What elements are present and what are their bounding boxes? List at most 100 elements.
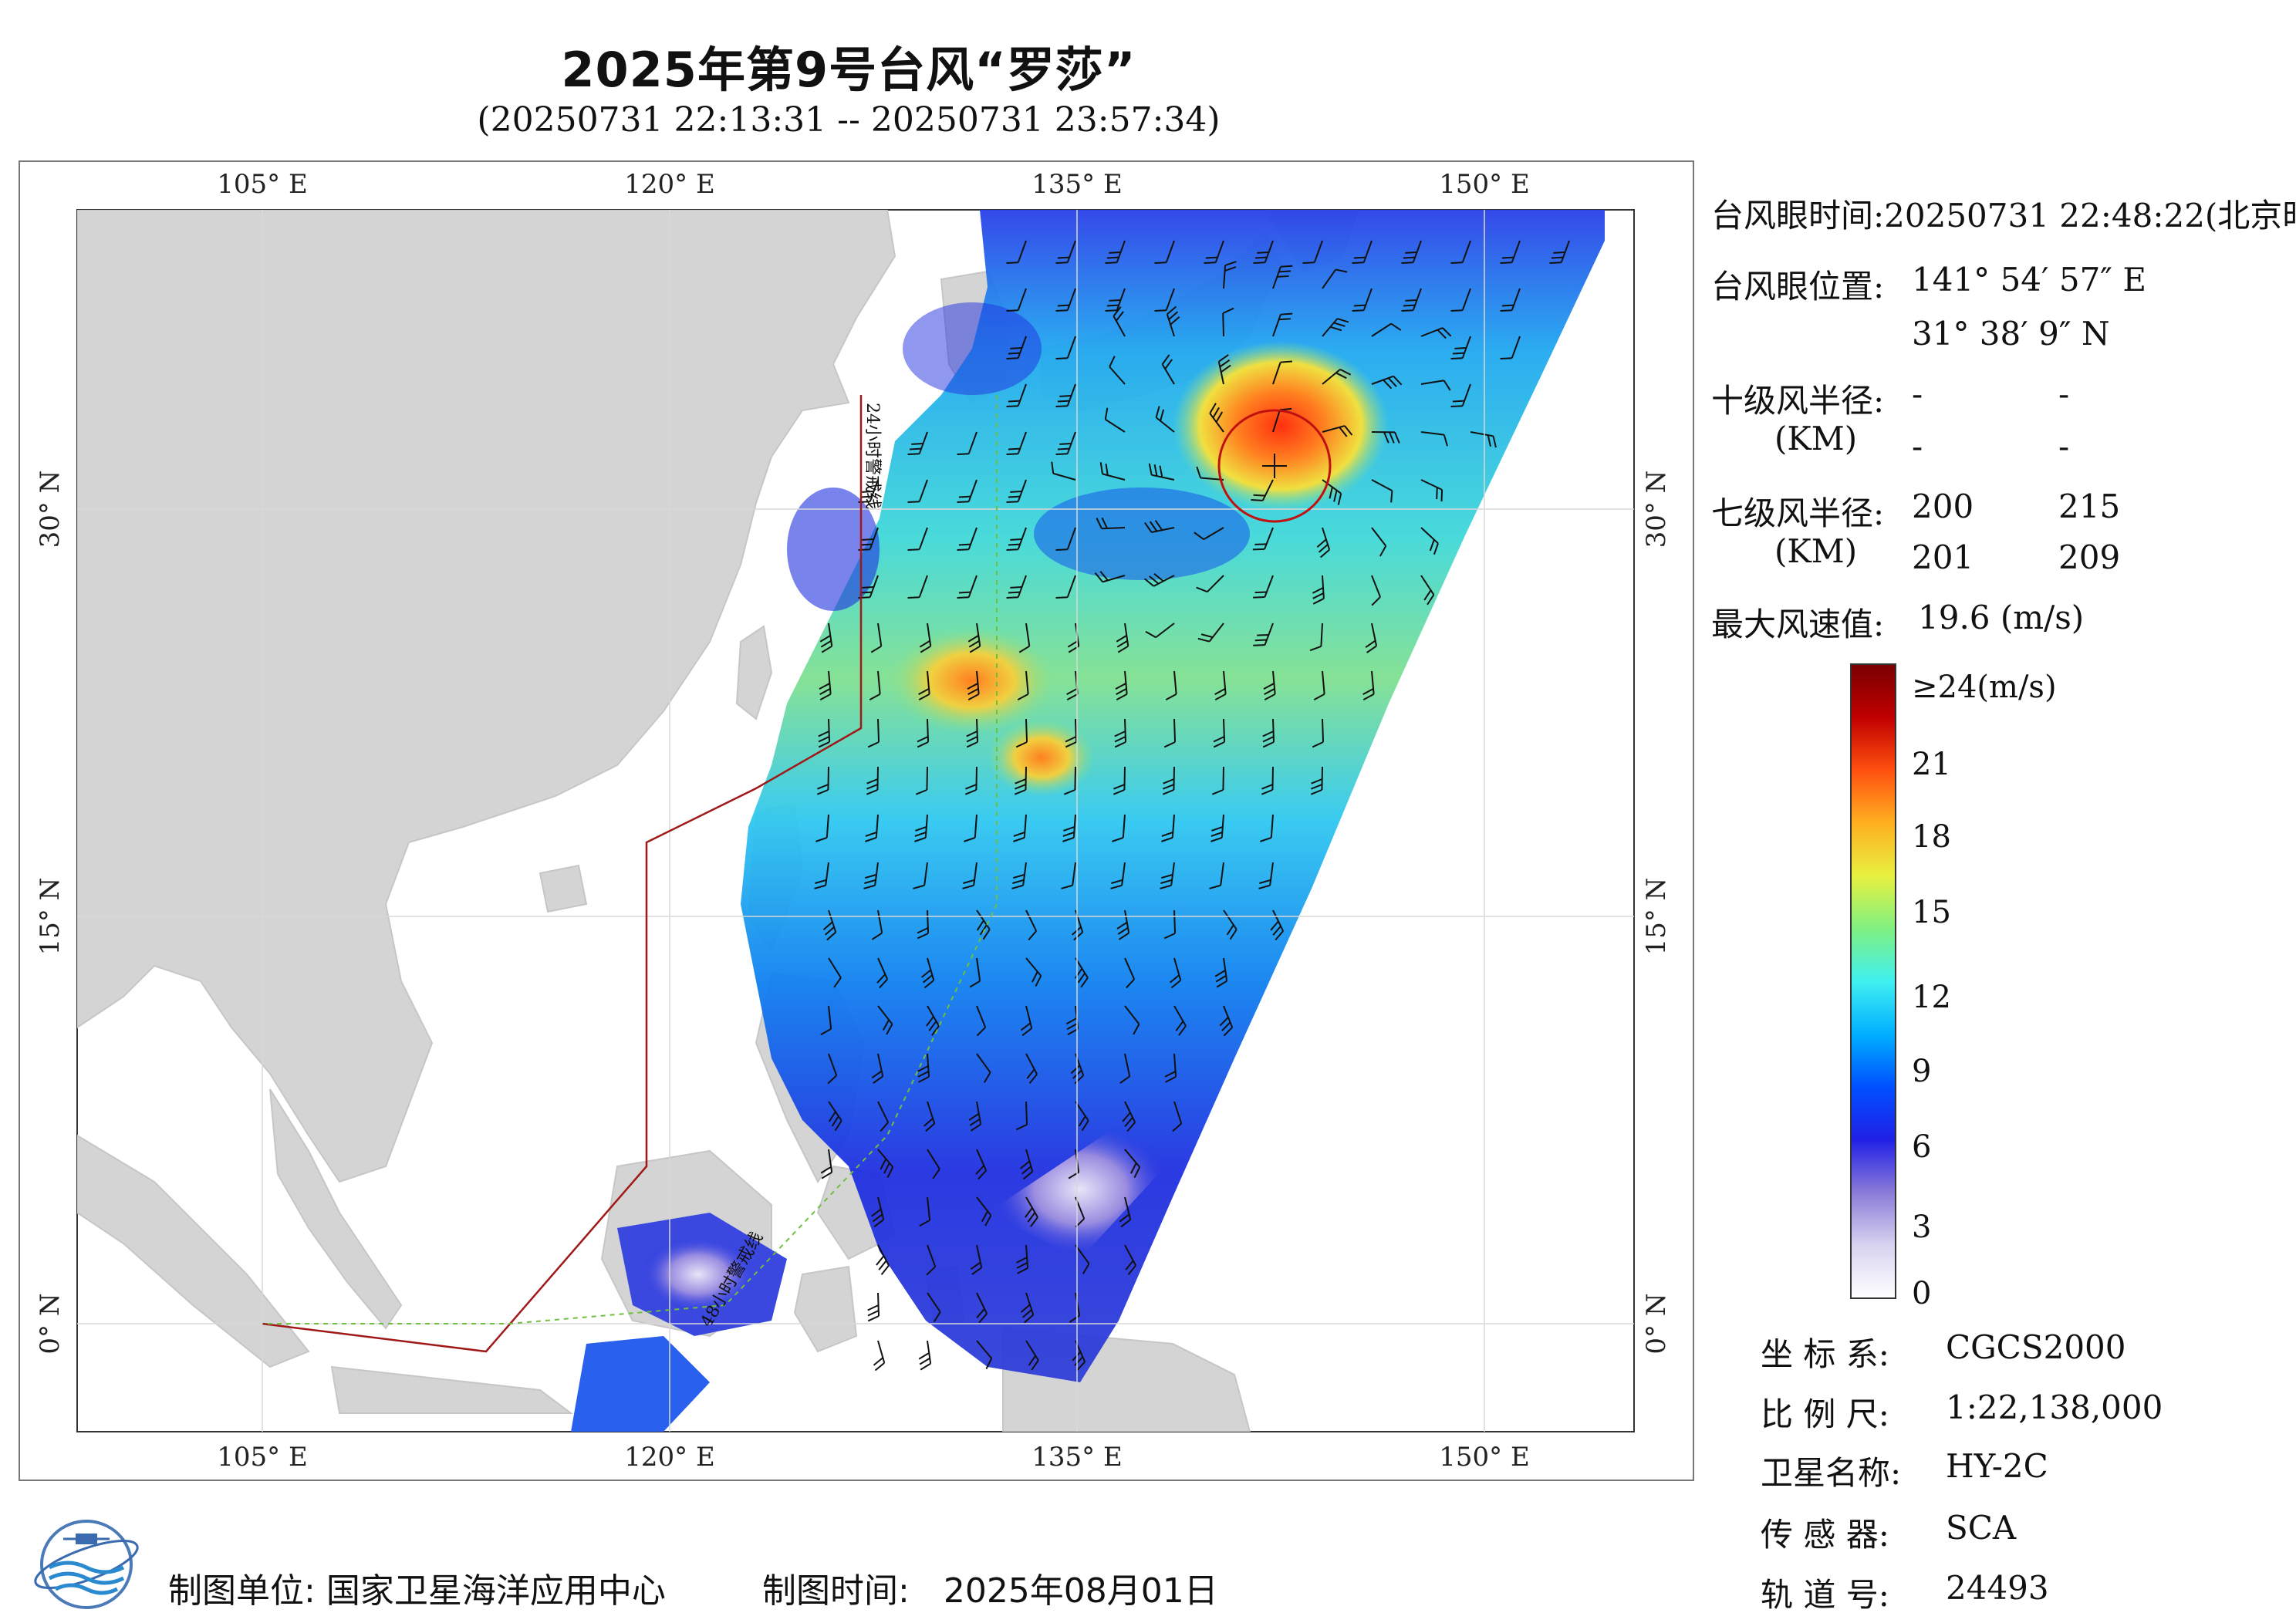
- lat-label-right-30: 30° N: [1641, 471, 1672, 548]
- wind-barb: [1006, 288, 1027, 312]
- wind-barb: [1371, 431, 1400, 444]
- wind-barb: [975, 1149, 988, 1180]
- colorbar-label-18: 18: [1912, 819, 1951, 855]
- wind-barb: [1371, 322, 1402, 337]
- wind-barb: [1312, 718, 1325, 748]
- wind-barb: [1365, 623, 1378, 653]
- wind-barb: [957, 527, 977, 552]
- wind-field-map[interactable]: 24小时警戒线 48小时警戒线 105° E 120° E 135° E 150…: [20, 162, 1693, 1480]
- wind-barb: [1014, 766, 1027, 795]
- r10-value-1: -: [1912, 375, 1923, 413]
- wind-barb: [1196, 575, 1224, 593]
- colorbar-label-15: 15: [1912, 895, 1951, 930]
- wind-barb: [1223, 909, 1237, 940]
- wind-barb: [1114, 718, 1127, 748]
- wind-barb: [976, 1005, 987, 1037]
- wind-barb: [907, 527, 928, 552]
- wind-barb: [877, 1101, 890, 1132]
- map-title: 2025年第9号台风“罗莎”: [561, 42, 1136, 98]
- sensor-label: 传 感 器:: [1761, 1516, 1889, 1554]
- wind-barb: [957, 575, 977, 599]
- wind-barb: [1025, 1196, 1038, 1227]
- wind-barb: [1272, 265, 1293, 289]
- wind-barb: [1124, 957, 1136, 989]
- eye-position-label: 台风眼位置:: [1711, 268, 1885, 305]
- wind-barb: [1401, 288, 1422, 312]
- wind-barb: [1302, 240, 1323, 265]
- wind-barb: [1272, 312, 1293, 337]
- wind-barb: [1219, 1005, 1234, 1037]
- wind-barb: [1115, 670, 1128, 700]
- wind-barb: [1006, 240, 1027, 265]
- wind-barb: [976, 909, 991, 940]
- wind-barb: [918, 670, 930, 700]
- wind-barb: [1253, 623, 1274, 646]
- eye-time-value: 20250731 22:48:22(北京时): [1884, 197, 2296, 235]
- wind-barb: [968, 1101, 982, 1132]
- scale-value: 1:22,138,000: [1946, 1388, 2163, 1426]
- wind-barb: [1549, 240, 1570, 265]
- wind-barb: [1272, 407, 1292, 433]
- wind-barb: [1143, 572, 1175, 587]
- wind-barb: [873, 1340, 886, 1372]
- wind-barb: [871, 909, 883, 940]
- wind-barb: [819, 670, 832, 700]
- colorbar-label-6: 6: [1912, 1129, 1932, 1165]
- wind-barb: [814, 862, 829, 889]
- wind-barb: [1055, 288, 1076, 312]
- wind-barb: [1272, 360, 1292, 385]
- eye-position-lat: 31° 38′ 9″ N: [1912, 315, 2110, 353]
- wind-barb: [1075, 1101, 1089, 1132]
- wind-barb: [1260, 814, 1274, 842]
- wind-barb: [1160, 862, 1175, 889]
- eye-time-row: 台风眼时间:20250731 22:48:22(北京时): [1711, 190, 2296, 237]
- producer-label: 制图单位:: [168, 1571, 316, 1611]
- wind-barb: [1122, 1101, 1136, 1132]
- map-subtitle: (20250731 22:13:31 -- 20250731 23:57:34): [477, 100, 1221, 140]
- wind-barb: [919, 1196, 931, 1227]
- colorbar-label-24: ≥24(m/s): [1912, 670, 2057, 705]
- colorbar-label-9: 9: [1912, 1054, 1932, 1089]
- wind-barb: [1055, 336, 1076, 360]
- wind-barb: [1214, 670, 1227, 700]
- wind-barb: [1015, 718, 1028, 748]
- wind-barb: [1006, 431, 1027, 456]
- wind-barb: [1075, 1244, 1090, 1274]
- wind-barb: [964, 766, 977, 795]
- r10-value-2: -: [2058, 375, 2070, 413]
- wind-barb: [966, 718, 979, 748]
- wind-barb: [1162, 766, 1175, 795]
- max-wind-label: 最大风速值:: [1711, 606, 1885, 643]
- wind-barb: [815, 814, 829, 842]
- wind-barb: [877, 1005, 893, 1035]
- wind-barb: [871, 1196, 885, 1228]
- eye-time-label: 台风眼时间:: [1711, 197, 1885, 235]
- wind-barb: [1025, 1340, 1039, 1371]
- wind-barb: [1352, 288, 1373, 312]
- satellite-value: HY-2C: [1946, 1447, 2048, 1485]
- wind-barb: [1209, 862, 1224, 889]
- wind-barb: [923, 1101, 936, 1132]
- wind-barb: [907, 431, 928, 456]
- wind-barb: [1025, 957, 1042, 987]
- wind-barb: [1154, 240, 1175, 265]
- wind-barb: [1164, 1053, 1177, 1083]
- wind-barb: [1214, 957, 1228, 988]
- wind-barb: [1018, 623, 1031, 653]
- wind-barb: [1124, 1149, 1141, 1179]
- wind-barb: [1470, 431, 1497, 448]
- wind-barb: [917, 1053, 930, 1083]
- wind-barb: [1211, 766, 1224, 795]
- wind-barb: [1155, 406, 1175, 433]
- wind-barb: [820, 1005, 832, 1036]
- wind-barb: [1262, 718, 1275, 748]
- wind-barb: [915, 766, 928, 795]
- orbit-value: 24493: [1946, 1569, 2049, 1607]
- lon-label-top-105: 105° E: [217, 169, 308, 200]
- wind-barb: [1420, 575, 1435, 606]
- wind-barb: [1270, 909, 1285, 941]
- wind-barb: [1420, 479, 1443, 502]
- wind-barb: [917, 718, 930, 748]
- wind-barb: [1371, 527, 1387, 557]
- wind-barb: [1313, 670, 1325, 700]
